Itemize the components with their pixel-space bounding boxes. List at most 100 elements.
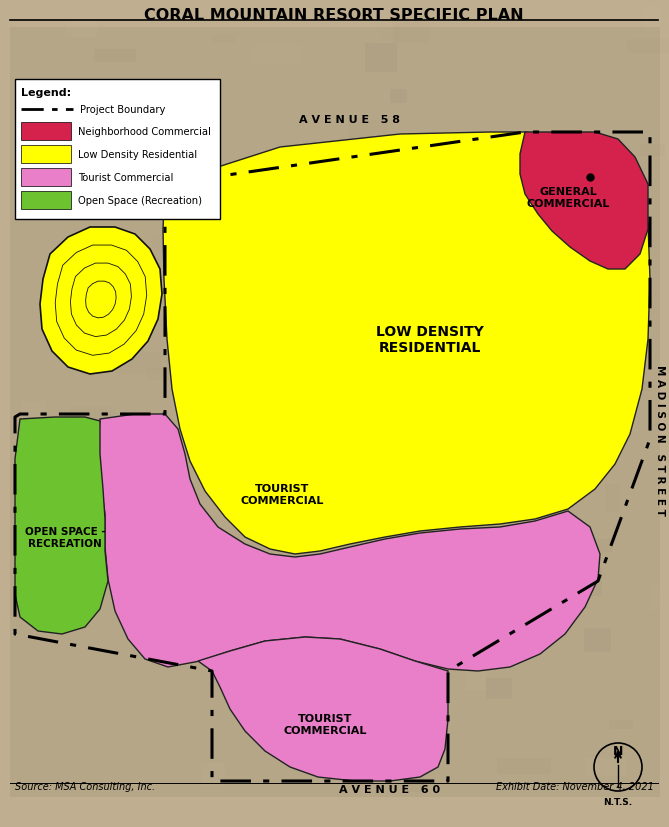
Bar: [58, 495, 78, 521]
Bar: [390, 90, 407, 104]
Bar: [587, 410, 607, 434]
Bar: [64, 111, 104, 123]
Bar: [203, 452, 229, 474]
Bar: [593, 421, 638, 433]
Bar: [178, 268, 207, 288]
Bar: [56, 620, 101, 636]
Bar: [627, 40, 669, 55]
Bar: [17, 86, 36, 101]
Bar: [22, 401, 45, 417]
Text: Neighborhood Commercial: Neighborhood Commercial: [78, 127, 211, 136]
Text: GENERAL
COMMERCIAL: GENERAL COMMERCIAL: [527, 187, 609, 208]
Bar: [21, 192, 71, 210]
Bar: [312, 359, 341, 380]
Bar: [382, 176, 399, 206]
Bar: [149, 676, 164, 692]
Bar: [496, 745, 522, 769]
Text: A V E N U E   6 0: A V E N U E 6 0: [339, 784, 441, 794]
Bar: [31, 561, 64, 582]
Bar: [445, 322, 476, 351]
Bar: [307, 601, 341, 629]
Bar: [163, 576, 180, 600]
Bar: [602, 141, 660, 165]
Bar: [334, 710, 373, 730]
Bar: [358, 600, 389, 618]
Polygon shape: [40, 227, 162, 375]
Bar: [332, 236, 363, 264]
Bar: [568, 442, 617, 467]
Bar: [47, 102, 98, 132]
Bar: [56, 543, 109, 552]
Bar: [497, 758, 551, 773]
Bar: [459, 489, 516, 500]
Bar: [310, 619, 341, 638]
Bar: [377, 478, 407, 506]
Text: LOW DENSITY
RESIDENTIAL: LOW DENSITY RESIDENTIAL: [376, 324, 484, 355]
Bar: [337, 341, 374, 353]
Bar: [88, 523, 145, 538]
Bar: [527, 579, 561, 589]
Text: Legend:: Legend:: [21, 88, 71, 98]
Bar: [438, 344, 457, 360]
Bar: [438, 650, 456, 672]
Bar: [533, 556, 555, 580]
Bar: [254, 45, 302, 66]
Bar: [365, 44, 397, 73]
Bar: [393, 17, 430, 44]
Bar: [593, 539, 612, 552]
Bar: [557, 197, 575, 206]
Bar: [640, 145, 665, 157]
Bar: [240, 543, 262, 562]
Bar: [21, 146, 71, 164]
Bar: [102, 151, 120, 180]
Bar: [274, 332, 322, 357]
Bar: [393, 403, 427, 428]
Bar: [589, 381, 649, 391]
Bar: [201, 762, 225, 786]
Bar: [65, 22, 97, 38]
Bar: [465, 662, 486, 691]
Bar: [173, 352, 220, 375]
Text: Low Density Residential: Low Density Residential: [78, 150, 197, 160]
Polygon shape: [198, 638, 448, 781]
Text: TOURIST
COMMERCIAL: TOURIST COMMERCIAL: [283, 714, 367, 735]
Bar: [495, 332, 553, 348]
Bar: [30, 132, 66, 149]
Bar: [549, 351, 567, 360]
Bar: [151, 308, 169, 318]
Bar: [167, 246, 209, 271]
Bar: [373, 461, 429, 471]
Bar: [272, 734, 299, 747]
Bar: [537, 17, 559, 38]
Bar: [205, 557, 222, 578]
Text: N: N: [613, 744, 624, 757]
Bar: [390, 477, 436, 490]
Bar: [213, 36, 235, 44]
Text: M A D I S O N   S T R E E T: M A D I S O N S T R E E T: [655, 364, 665, 515]
Bar: [268, 289, 322, 318]
Bar: [240, 318, 258, 348]
Bar: [86, 666, 135, 687]
Bar: [198, 648, 255, 673]
Bar: [70, 408, 116, 427]
Bar: [447, 193, 498, 218]
Bar: [75, 433, 105, 444]
Bar: [185, 492, 201, 507]
Bar: [346, 268, 381, 292]
Bar: [146, 368, 192, 380]
Text: CORAL MOUNTAIN RESORT SPECIFIC PLAN: CORAL MOUNTAIN RESORT SPECIFIC PLAN: [145, 8, 524, 23]
Bar: [649, 415, 669, 438]
Bar: [63, 458, 108, 467]
Bar: [580, 204, 627, 227]
Bar: [584, 629, 611, 652]
Bar: [50, 560, 101, 584]
Bar: [496, 353, 537, 382]
Bar: [80, 758, 124, 773]
Bar: [644, 7, 661, 31]
Bar: [114, 352, 161, 375]
Polygon shape: [15, 418, 108, 634]
Bar: [605, 484, 620, 513]
Bar: [353, 432, 405, 461]
Bar: [371, 380, 397, 390]
Bar: [200, 490, 235, 515]
